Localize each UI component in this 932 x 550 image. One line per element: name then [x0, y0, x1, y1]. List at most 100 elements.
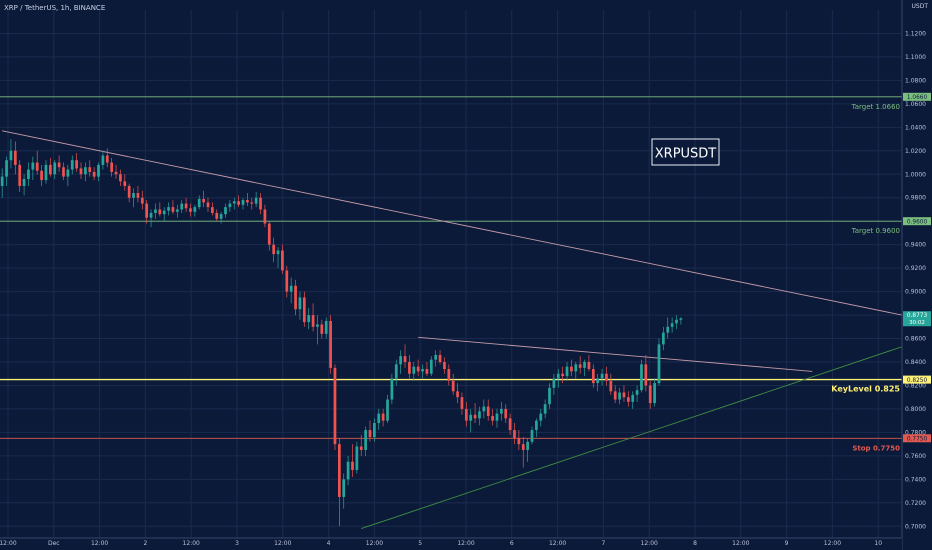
candle-body: [508, 418, 512, 431]
candle-body: [618, 392, 621, 400]
x-tick-label: 12:00: [274, 540, 291, 547]
candle-body: [66, 169, 70, 177]
candle-body: [132, 193, 135, 198]
candle-body: [574, 364, 578, 372]
candle-body: [631, 394, 635, 402]
x-tick-label: 4: [327, 540, 331, 547]
watermark-box: XRPUSDT: [651, 138, 720, 166]
candle-body: [316, 324, 319, 327]
candle-body: [587, 362, 591, 370]
candle-body: [648, 385, 652, 404]
candle-body: [5, 160, 8, 177]
candle-body: [504, 408, 508, 419]
candle-body: [662, 332, 665, 345]
candle-body: [298, 297, 302, 310]
candle-body: [197, 198, 201, 208]
candle-body: [491, 415, 494, 421]
last-price-badge: [903, 311, 931, 327]
candle-body: [355, 446, 359, 470]
x-tick-label: 12:00: [91, 540, 108, 547]
x-tick-label: 12:00: [183, 540, 200, 547]
candle-body: [600, 373, 604, 379]
level-label: Stop 0.7750: [852, 444, 900, 452]
candle-body: [158, 209, 162, 215]
candle-body: [434, 354, 438, 360]
candle-body: [394, 364, 398, 379]
candle-body: [145, 203, 149, 218]
y-tick-label: 1.0800: [905, 77, 926, 84]
y-tick-label: 0.8200: [905, 382, 926, 389]
price-axis[interactable]: 0.7000 0.7200 0.7400 0.7600 0.7800 0.8000 0.82…: [901, 0, 932, 550]
candle-body: [193, 207, 197, 212]
y-tick-label: 0.8400: [905, 359, 926, 366]
candle-body: [329, 320, 332, 368]
candle-body: [548, 387, 551, 405]
candle-body: [224, 207, 227, 215]
trendline-descending-resistance[interactable]: [2, 130, 903, 316]
candle-body: [583, 362, 586, 368]
candle-body: [517, 438, 521, 445]
time-axis-panel: [0, 538, 902, 550]
candle-body: [495, 413, 499, 421]
x-tick-label: 9: [785, 540, 789, 547]
candle-body: [35, 162, 39, 171]
candle-body: [206, 202, 210, 208]
candle-body: [171, 207, 175, 212]
candle-body: [456, 391, 459, 398]
candle-body: [110, 162, 114, 172]
candle-body: [281, 250, 284, 271]
candle-body: [57, 162, 61, 168]
trendline-triangle-upper[interactable]: [418, 336, 813, 372]
level-badge: [903, 92, 931, 101]
level-badge-text: 0.9600: [907, 219, 928, 225]
candle-body: [302, 297, 306, 323]
y-tick-label: 1.0600: [905, 101, 926, 108]
candle-body: [294, 285, 297, 310]
candle-body: [609, 380, 613, 392]
trendline-ascending-support[interactable]: [361, 346, 903, 530]
y-tick-label: 0.9800: [905, 195, 926, 202]
candle-body: [189, 208, 192, 212]
candle-body: [386, 399, 389, 421]
x-tick-label: 2: [143, 540, 147, 547]
y-tick-label: 0.7600: [905, 453, 926, 460]
candle-body: [175, 209, 179, 212]
time-axis[interactable]: 12:00 Dec 12:00 2 12:00 3 12:00 4 12:00 5 12:00 6 12…: [0, 537, 902, 550]
candle-body: [22, 178, 26, 186]
candle-body: [640, 364, 643, 391]
x-tick-label: 6: [510, 540, 514, 547]
candle-body: [307, 315, 311, 323]
candle-body: [626, 397, 630, 402]
candle-body: [123, 181, 127, 186]
candle-body: [337, 444, 341, 497]
candle-body: [373, 423, 376, 438]
candle-body: [263, 209, 267, 224]
candle-body: [351, 461, 354, 470]
candle-body: [101, 155, 105, 165]
candle-body: [311, 315, 315, 327]
candle-body: [184, 203, 188, 209]
candle-body: [438, 354, 442, 362]
candle-body: [79, 168, 83, 175]
candle-body: [521, 444, 525, 450]
candle-body: [119, 174, 122, 182]
level-badge: [903, 375, 931, 384]
candle-body: [482, 406, 486, 412]
candle-body: [97, 164, 100, 177]
candle-body: [666, 326, 670, 333]
y-tick-label: 0.7000: [905, 523, 926, 530]
candle-body: [241, 200, 245, 205]
candle-body: [657, 344, 661, 384]
candle-body: [613, 391, 617, 400]
candle-body: [202, 198, 205, 203]
x-tick-label: 12:00: [732, 540, 749, 547]
candle-body: [644, 364, 648, 386]
x-tick-label: 12:00: [549, 540, 566, 547]
candle-body: [412, 366, 416, 374]
x-tick-label: 12:00: [457, 540, 474, 547]
y-tick-label: 0.9400: [905, 242, 926, 249]
candle-body: [675, 319, 678, 324]
candle-body: [535, 420, 538, 431]
